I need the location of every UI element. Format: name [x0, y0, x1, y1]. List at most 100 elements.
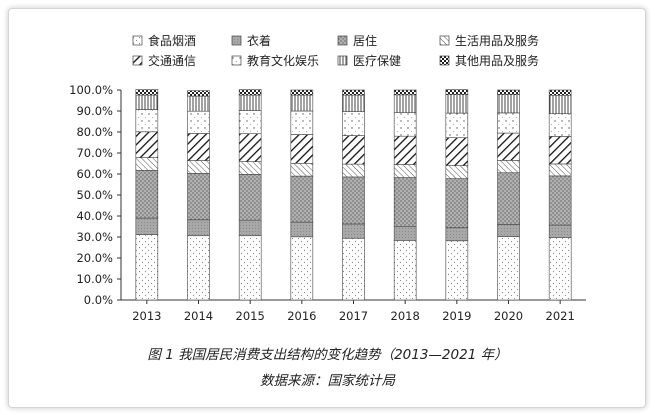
bar-segment-checker-2018	[393, 89, 417, 96]
bar-segment-dots-2018	[393, 240, 417, 301]
legend-swatch	[439, 35, 450, 46]
bar-segment-vlines-2014	[187, 95, 210, 112]
bar-segment-thin-diag-2017	[342, 163, 365, 178]
bar-segment-dots-2020	[497, 236, 520, 301]
bar-segment-bold-diag-2019	[445, 137, 469, 166]
legend-label: 教育文化娱乐	[247, 53, 319, 68]
bar-segment-dots-2016	[290, 236, 314, 301]
figure-frame	[8, 8, 646, 408]
bar-segment-sparse-dots-2019	[445, 112, 469, 138]
y-tick-label: 60.0%	[76, 167, 113, 181]
y-axis-labels: 0.0% 10.0% 20.0% 30.0% 40.0% 50.0% 60.0% 70.0% 8…	[69, 83, 113, 307]
bar-segment-sparse-dots-2020	[497, 112, 520, 134]
legend-item-gray: 衣着	[231, 33, 271, 48]
bar-segment-bold-diag-2015	[238, 133, 262, 162]
bar-segment-sparse-dots-2018	[393, 112, 417, 137]
bar-segment-checker-2016	[290, 89, 314, 96]
x-tick-label: 2013	[132, 309, 161, 323]
bar-segment-sparse-dots-2014	[187, 110, 210, 134]
figure-source: 数据来源：国家统计局	[260, 373, 395, 389]
bar-segment-bold-diag-2014	[187, 133, 210, 161]
bar-segment-gray-dots-2016	[290, 175, 314, 223]
bar-segment-dots-2019	[445, 240, 469, 301]
bar-segment-gray-dots-2020	[497, 172, 520, 225]
legend-item-vlines: 医疗保健	[337, 54, 401, 68]
legend-label: 医疗保健	[353, 54, 401, 68]
y-tick-label: 30.0%	[76, 230, 113, 244]
bar-segment-gray-2015	[238, 219, 262, 237]
bar-segment-gray-dots-2021	[548, 175, 572, 226]
y-tick-label: 40.0%	[76, 209, 113, 223]
bar-segment-bold-diag-2018	[393, 135, 417, 165]
legend-label: 其他用品及服务	[455, 53, 539, 68]
bar-segment-thin-diag-2020	[497, 160, 520, 174]
bar-segment-vlines-2016	[290, 94, 314, 112]
x-axis-labels: 2013 2014 2015 2016 2017 2018 2019 2020 2021	[132, 309, 575, 323]
bar-segment-gray-2019	[445, 227, 469, 242]
bar-segment-gray-2016	[290, 221, 314, 238]
bar-segment-checker-2019	[445, 89, 469, 95]
bar-segment-sparse-dots-2016	[290, 110, 314, 135]
bar-segment-gray-2013	[135, 217, 159, 235]
bar-segment-checker-2021	[548, 89, 572, 96]
legend-label: 衣着	[247, 33, 271, 48]
bar-segment-thin-diag-2015	[238, 161, 262, 175]
bar-segment-gray-2017	[342, 223, 365, 239]
bar-segment-thin-diag-2018	[393, 164, 417, 178]
bar-segment-thin-diag-2014	[187, 160, 210, 174]
legend-label: 生活用品及服务	[455, 33, 539, 48]
bar-segment-thin-diag-2016	[290, 162, 314, 177]
bar-segment-vlines-2018	[393, 94, 417, 113]
legend-item-checker: 其他用品及服务	[439, 53, 539, 68]
bar-segment-thin-diag-2019	[445, 165, 469, 179]
bar-segment-dots-2015	[238, 235, 262, 301]
bar-segment-dots-2013	[135, 234, 159, 301]
y-tick-label: 70.0%	[76, 146, 113, 160]
legend-swatch	[337, 55, 348, 66]
x-tick-label: 2021	[546, 309, 575, 323]
legend-swatch	[439, 55, 450, 66]
y-tick-label: 80.0%	[76, 125, 113, 139]
bar-segment-sparse-dots-2015	[238, 110, 262, 134]
legend-item-dots: 食品烟酒	[132, 33, 196, 48]
legend-swatch	[132, 35, 143, 46]
bar-segment-vlines-2015	[238, 94, 262, 111]
bar-segment-checker-2015	[238, 89, 262, 96]
legend-label: 居住	[353, 34, 377, 48]
y-tick-label: 100.0%	[69, 83, 113, 97]
y-tick-label: 90.0%	[76, 104, 113, 118]
x-tick-label: 2019	[442, 309, 471, 323]
legend-item-sparse-dots: 教育文化娱乐	[231, 53, 319, 68]
legend-item-bold-diag: 交通通信	[132, 53, 196, 68]
bar-segment-gray-2014	[187, 219, 210, 237]
x-tick-label: 2015	[236, 309, 265, 323]
figure-caption: 图 1 我国居民消费支出结构的变化趋势（2013—2021 年）	[147, 347, 508, 363]
bar-segment-bold-diag-2017	[342, 135, 365, 165]
bar-segment-bold-diag-2016	[290, 134, 314, 164]
bar-segment-gray-dots-2019	[445, 178, 469, 229]
bar-segment-vlines-2017	[342, 94, 365, 112]
y-tick-label: 20.0%	[76, 251, 113, 265]
y-tick-label: 0.0%	[84, 293, 113, 307]
bar-segment-gray-dots-2017	[342, 176, 365, 225]
legend-label: 食品烟酒	[148, 33, 196, 48]
bar-segment-checker-2017	[342, 89, 365, 96]
legend-item-thin-diag: 生活用品及服务	[439, 33, 539, 48]
bar-segment-bold-diag-2013	[135, 131, 159, 158]
bar-segment-checker-2020	[497, 89, 520, 95]
chart-bars	[135, 89, 572, 301]
bar-segment-dots-2017	[342, 237, 365, 301]
legend-swatch	[231, 55, 242, 66]
legend-item-gray-dots: 居住	[337, 34, 377, 48]
legend-swatch	[337, 35, 348, 46]
bar-segment-thin-diag-2013	[135, 157, 159, 171]
bar-segment-dots-2021	[548, 237, 572, 301]
bar-segment-thin-diag-2021	[548, 163, 572, 177]
bar-segment-checker-2014	[187, 90, 210, 97]
legend-swatch	[132, 55, 143, 66]
x-tick-label: 2020	[494, 309, 523, 323]
bar-segment-vlines-2019	[445, 94, 469, 114]
bar-segment-gray-2020	[497, 224, 520, 237]
